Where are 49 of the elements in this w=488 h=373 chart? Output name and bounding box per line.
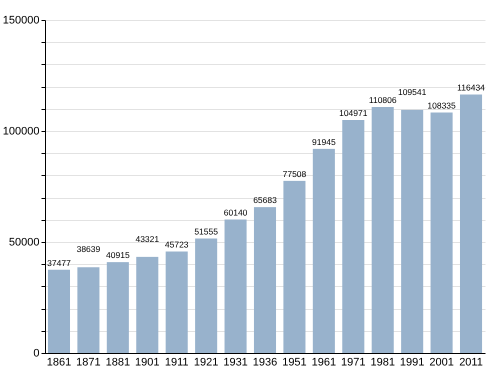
y-tick-label: 150000	[2, 14, 40, 26]
data-label: 60140	[224, 207, 248, 218]
bar	[136, 256, 158, 353]
bar	[342, 120, 364, 353]
data-label: 91945	[312, 136, 336, 147]
y-tick-label: 0	[33, 348, 40, 360]
data-label: 77508	[282, 168, 307, 179]
data-label: 109541	[398, 86, 427, 97]
x-tick-label: 2011	[459, 356, 483, 368]
x-tick-label: 1991	[400, 356, 424, 368]
bar	[430, 112, 453, 353]
y-tick-label: 100000	[2, 126, 40, 138]
bar	[106, 262, 129, 353]
data-label: 37477	[47, 258, 72, 268]
data-label: 104971	[339, 108, 368, 118]
data-label: 45723	[164, 239, 189, 250]
bar	[195, 238, 218, 353]
data-label: 110806	[368, 95, 397, 106]
bar	[48, 270, 70, 353]
x-tick-label: 1951	[282, 356, 307, 368]
data-label: 65683	[253, 195, 278, 206]
bar	[254, 207, 276, 353]
data-label: 116434	[457, 82, 486, 93]
x-tick-label: 1961	[312, 356, 336, 368]
bar	[283, 180, 306, 353]
bar	[401, 110, 424, 353]
bar	[460, 94, 482, 353]
x-tick-label: 1936	[252, 356, 278, 368]
data-label: 38639	[76, 244, 100, 254]
bar	[372, 107, 394, 353]
x-tick-label: 1981	[370, 356, 395, 368]
x-tick-label: 1921	[194, 356, 218, 368]
x-tick-label: 1881	[106, 356, 130, 368]
bar	[312, 148, 335, 353]
bar	[77, 267, 100, 353]
x-tick-label: 1871	[76, 356, 101, 368]
data-label: 40915	[106, 250, 130, 260]
x-tick-label: 1861	[46, 356, 72, 368]
bar	[224, 219, 247, 353]
bar	[166, 251, 188, 353]
x-tick-label: 1911	[164, 356, 189, 368]
data-label: 43321	[135, 234, 160, 244]
x-tick-label: 2001	[429, 356, 454, 368]
y-tick-label: 50000	[8, 236, 40, 248]
x-tick-label: 1931	[223, 356, 248, 368]
data-label: 108335	[427, 100, 456, 110]
x-tick-label: 1901	[135, 356, 160, 368]
x-tick-label: 1971	[341, 356, 366, 368]
data-label: 51555	[194, 226, 218, 237]
